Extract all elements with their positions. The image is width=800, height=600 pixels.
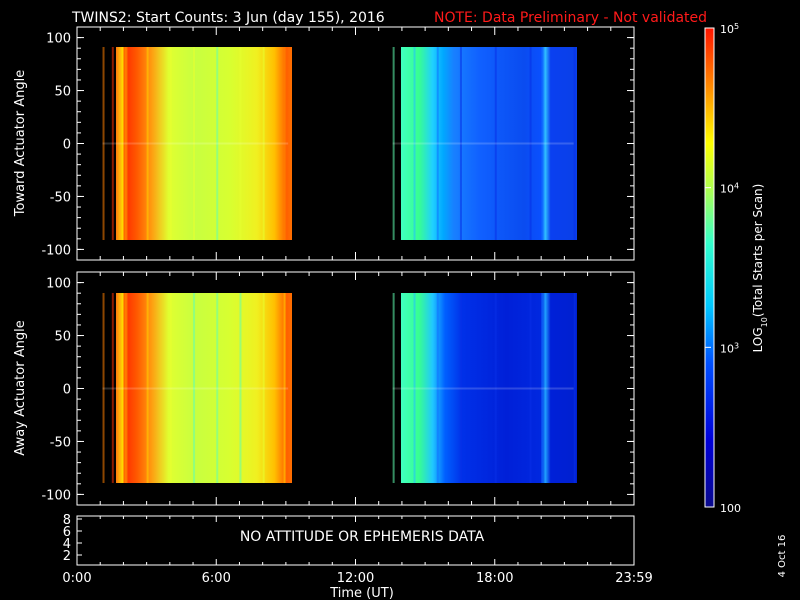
x-tick-label: 12:00 (337, 571, 374, 586)
colorbar-ticks: 105 104 103 100 (705, 22, 741, 515)
heatmap-column (541, 293, 544, 483)
colorbar: 105 104 103 100 LOG10(Total Starts per Scan… (704, 22, 769, 515)
heatmap-column (123, 293, 126, 483)
ephemeris-y-tick-label: 6 (63, 525, 71, 540)
heatmap-column (111, 293, 114, 483)
zero-angle-line (102, 387, 289, 390)
colorbar-tick-label: 105 (720, 22, 739, 37)
colorbar-tick-label: 104 (720, 181, 739, 196)
x-tick-label: 18:00 (476, 571, 513, 586)
zero-angle-line (392, 142, 574, 145)
ephemeris-y-tick-label: 8 (63, 513, 71, 528)
heatmap-column (193, 47, 196, 240)
away-y-axis-label: Away Actuator Angle (13, 320, 28, 455)
ephemeris-y-tick-label: 2 (63, 549, 71, 564)
preliminary-note: NOTE: Data Preliminary - Not validated (434, 10, 707, 26)
colorbar-tick-label: 100 (720, 502, 741, 515)
toward-panel: 100 50 0 -50 -100 Toward Actuator Angle (13, 26, 635, 261)
y-tick-label: 50 (54, 85, 71, 100)
y-tick-label: -100 (41, 488, 71, 503)
heatmap-column (413, 293, 416, 483)
y-tick-label: -50 (50, 190, 71, 205)
heatmap-column (239, 293, 242, 483)
x-tick-label: 0:00 (62, 571, 91, 586)
away-heatmap-block-2 (401, 293, 577, 483)
heatmap-column (262, 47, 265, 240)
heatmap-column (413, 47, 416, 240)
heatmap-column (392, 47, 395, 240)
heatmap-column (146, 47, 149, 240)
colorbar-gradient (704, 27, 715, 508)
away-heatmap-stripes (102, 293, 576, 483)
colorbar-tick-label: 103 (720, 341, 739, 356)
time-axis: 0:00 6:00 12:00 18:00 23:59 (62, 27, 653, 586)
heatmap-column (123, 47, 126, 240)
heatmap-column (111, 47, 114, 240)
heatmap-column (494, 47, 497, 240)
y-tick-label: -50 (50, 435, 71, 450)
heatmap-column (436, 293, 439, 483)
heatmap-column (239, 47, 242, 240)
zero-angle-line (392, 387, 574, 390)
heatmap-column (193, 293, 196, 483)
y-tick-label: 50 (54, 330, 71, 345)
heatmap-column (541, 47, 544, 240)
heatmap-column (392, 293, 395, 483)
figure-title: TWINS2: Start Counts: 3 Jun (day 155), 2… (71, 10, 385, 26)
y-tick-label: 0 (63, 138, 71, 153)
heatmap-column (216, 47, 219, 240)
away-y-axis: 100 50 0 -50 -100 (41, 277, 634, 503)
heatmap-column (283, 293, 286, 483)
heatmap-column (573, 47, 576, 240)
colorbar-label: LOG10(Total Starts per Scan) (751, 184, 769, 353)
y-tick-label: 100 (46, 277, 71, 292)
toward-y-axis-label: Toward Actuator Angle (13, 70, 28, 217)
heatmap-column (459, 293, 462, 483)
x-tick-label: 23:59 (615, 571, 652, 586)
toward-heatmap (102, 47, 577, 240)
zero-angle-line (102, 142, 289, 145)
heatmap-column (529, 293, 532, 483)
heatmap-column (459, 47, 462, 240)
heatmap-column (262, 293, 265, 483)
y-tick-label: 0 (63, 383, 71, 398)
away-heatmap (102, 293, 577, 483)
no-ephemeris-message: NO ATTITUDE OR EPHEMERIS DATA (240, 529, 485, 545)
date-stamp: 4 Oct 16 (777, 535, 788, 578)
heatmap-column (216, 293, 219, 483)
toward-heatmap-block-2 (401, 47, 577, 240)
heatmap-column (102, 293, 105, 483)
time-axis-label: Time (UT) (329, 586, 394, 600)
heatmap-column (169, 293, 172, 483)
x-tick-label: 6:00 (202, 571, 231, 586)
heatmap-column (494, 293, 497, 483)
heatmap-column (436, 47, 439, 240)
heatmap-column (283, 47, 286, 240)
heatmap-column (146, 293, 149, 483)
heatmap-column (529, 47, 532, 240)
heatmap-column (169, 47, 172, 240)
y-tick-label: 100 (46, 32, 71, 47)
ephemeris-y-tick-label: 4 (63, 537, 71, 552)
y-tick-label: -100 (41, 243, 71, 258)
toward-y-axis: 100 50 0 -50 -100 (41, 32, 634, 258)
heatmap-column (573, 293, 576, 483)
heatmap-column (102, 47, 105, 240)
away-panel: 100 50 0 -50 -100 Away Actuator Angle (13, 271, 635, 506)
toward-heatmap-stripes (102, 47, 576, 240)
